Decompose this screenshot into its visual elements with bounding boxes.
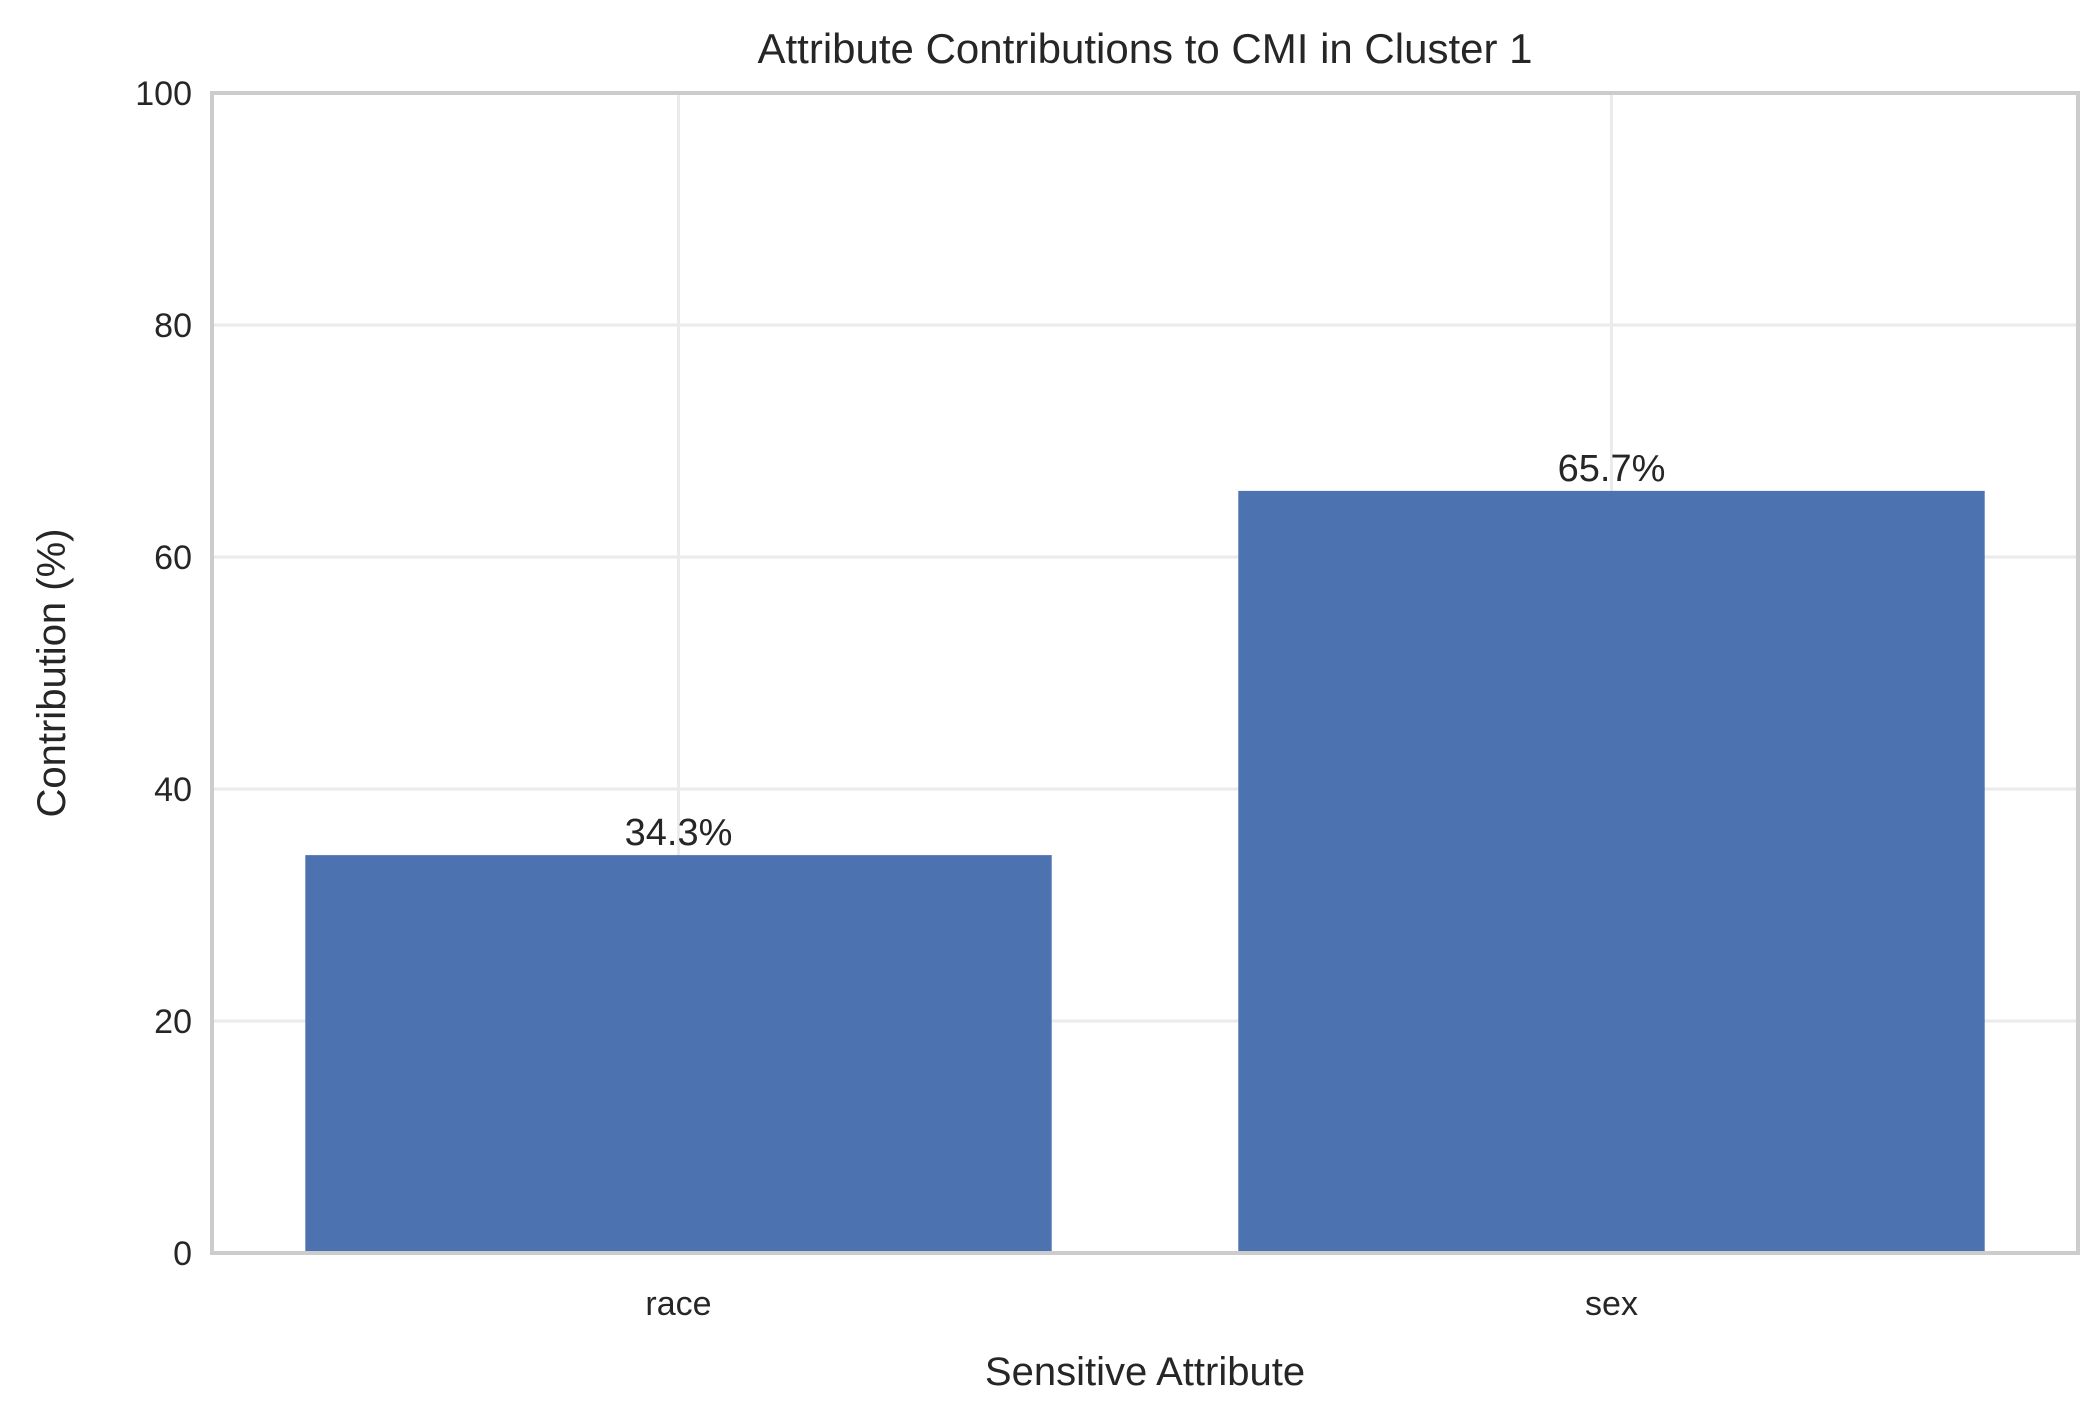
plot-frame	[210, 91, 2080, 1255]
y-tick-labels: 0 20 40 60 80 100	[135, 75, 192, 1273]
x-tick-label-race: race	[645, 1285, 711, 1323]
data-label-race: 34.3%	[625, 812, 733, 854]
y-tick-label: 80	[154, 307, 192, 345]
x-axis-title: Sensitive Attribute	[985, 1350, 1305, 1394]
bar-race	[305, 855, 1052, 1253]
bars	[305, 490, 1985, 1253]
y-tick-label: 40	[154, 771, 192, 809]
y-axis-title: Contribution (%)	[30, 528, 74, 817]
data-label-sex: 65.7%	[1558, 448, 1666, 490]
y-tick-label: 20	[154, 1003, 192, 1041]
y-tick-label: 100	[135, 75, 192, 113]
data-labels: 34.3% 65.7%	[625, 448, 1666, 854]
x-tick-labels: race sex	[645, 1285, 1638, 1323]
chart-title: Attribute Contributions to CMI in Cluste…	[758, 25, 1533, 72]
y-tick-label: 0	[173, 1235, 192, 1273]
x-tick-label-sex: sex	[1585, 1285, 1638, 1323]
y-tick-label: 60	[154, 539, 192, 577]
bar-sex	[1238, 490, 1985, 1253]
